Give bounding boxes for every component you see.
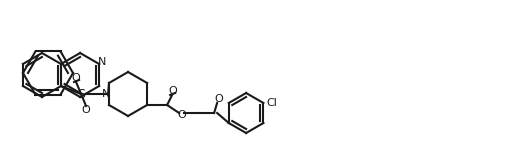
Text: N: N <box>98 57 106 67</box>
Text: O: O <box>215 94 223 104</box>
Text: Cl: Cl <box>266 98 277 108</box>
Text: O: O <box>178 110 187 120</box>
Text: S: S <box>77 88 85 100</box>
Text: N: N <box>102 89 110 99</box>
Text: O: O <box>72 73 80 83</box>
Text: O: O <box>169 86 178 96</box>
Text: O: O <box>82 105 90 115</box>
